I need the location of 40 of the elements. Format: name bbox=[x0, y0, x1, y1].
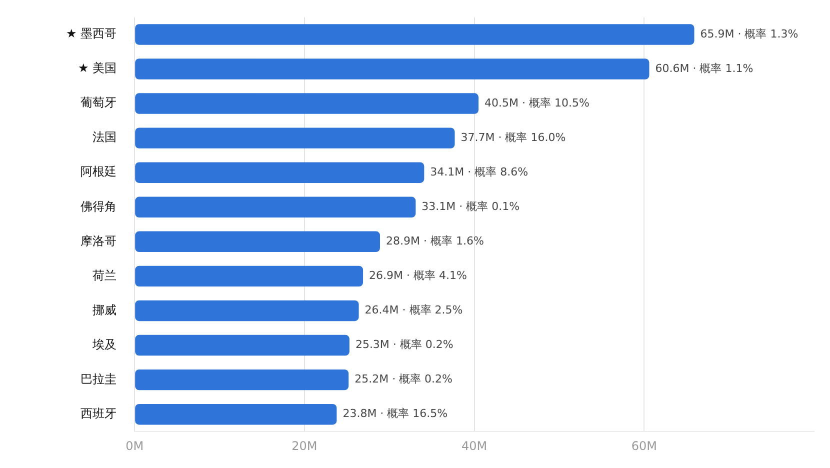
bar bbox=[135, 266, 364, 287]
y-tick-label: ★ 墨西哥 bbox=[66, 26, 117, 41]
bar bbox=[135, 93, 479, 114]
bar bbox=[135, 128, 455, 148]
y-tick-label: 巴拉圭 bbox=[80, 372, 117, 386]
data-label: 23.8M · 概率 16.5% bbox=[342, 407, 448, 420]
bar bbox=[135, 369, 349, 390]
bar bbox=[135, 334, 350, 356]
data-label: 26.9M · 概率 4.1% bbox=[369, 269, 467, 282]
y-tick-label: ★ 美国 bbox=[78, 61, 117, 76]
y-tick-label: 阿根廷 bbox=[80, 164, 117, 179]
bar bbox=[135, 404, 337, 425]
y-tick-label: 埃及 bbox=[92, 337, 117, 352]
x-tick-label: 60M bbox=[631, 438, 657, 453]
y-tick-label: 佛得角 bbox=[80, 199, 117, 214]
bar bbox=[135, 300, 359, 322]
data-label: 34.1M · 概率 8.6% bbox=[430, 165, 528, 178]
y-tick-label: 荷兰 bbox=[92, 268, 117, 282]
bar bbox=[135, 231, 380, 252]
x-tick-label: 20M bbox=[292, 438, 318, 453]
bar bbox=[135, 196, 416, 218]
bar bbox=[135, 162, 424, 183]
y-tick-label: 葡萄牙 bbox=[80, 96, 117, 110]
y-tick-label: 摩洛哥 bbox=[80, 234, 117, 248]
data-label: 25.3M · 概率 0.2% bbox=[355, 338, 454, 352]
data-label: 28.9M · 概率 1.6% bbox=[386, 234, 484, 248]
data-label: 40.5M · 概率 10.5% bbox=[484, 96, 590, 110]
data-label: 26.4M · 概率 2.5% bbox=[364, 304, 463, 317]
bar bbox=[135, 58, 650, 80]
y-tick-label: 西班牙 bbox=[80, 406, 117, 420]
y-tick-label: 法国 bbox=[92, 130, 117, 144]
data-label: 60.6M · 概率 1.1% bbox=[655, 62, 754, 75]
x-tick-label: 40M bbox=[461, 438, 488, 453]
data-label: 65.9M · 概率 1.3% bbox=[700, 27, 798, 40]
x-tick-label: 0M bbox=[126, 438, 144, 453]
data-label: 33.1M · 概率 0.1% bbox=[422, 200, 520, 213]
y-tick-label: 挪威 bbox=[92, 302, 117, 317]
bar bbox=[135, 24, 694, 45]
data-label: 25.2M · 概率 0.2% bbox=[354, 372, 453, 386]
data-label: 37.7M · 概率 16.0% bbox=[460, 130, 566, 144]
